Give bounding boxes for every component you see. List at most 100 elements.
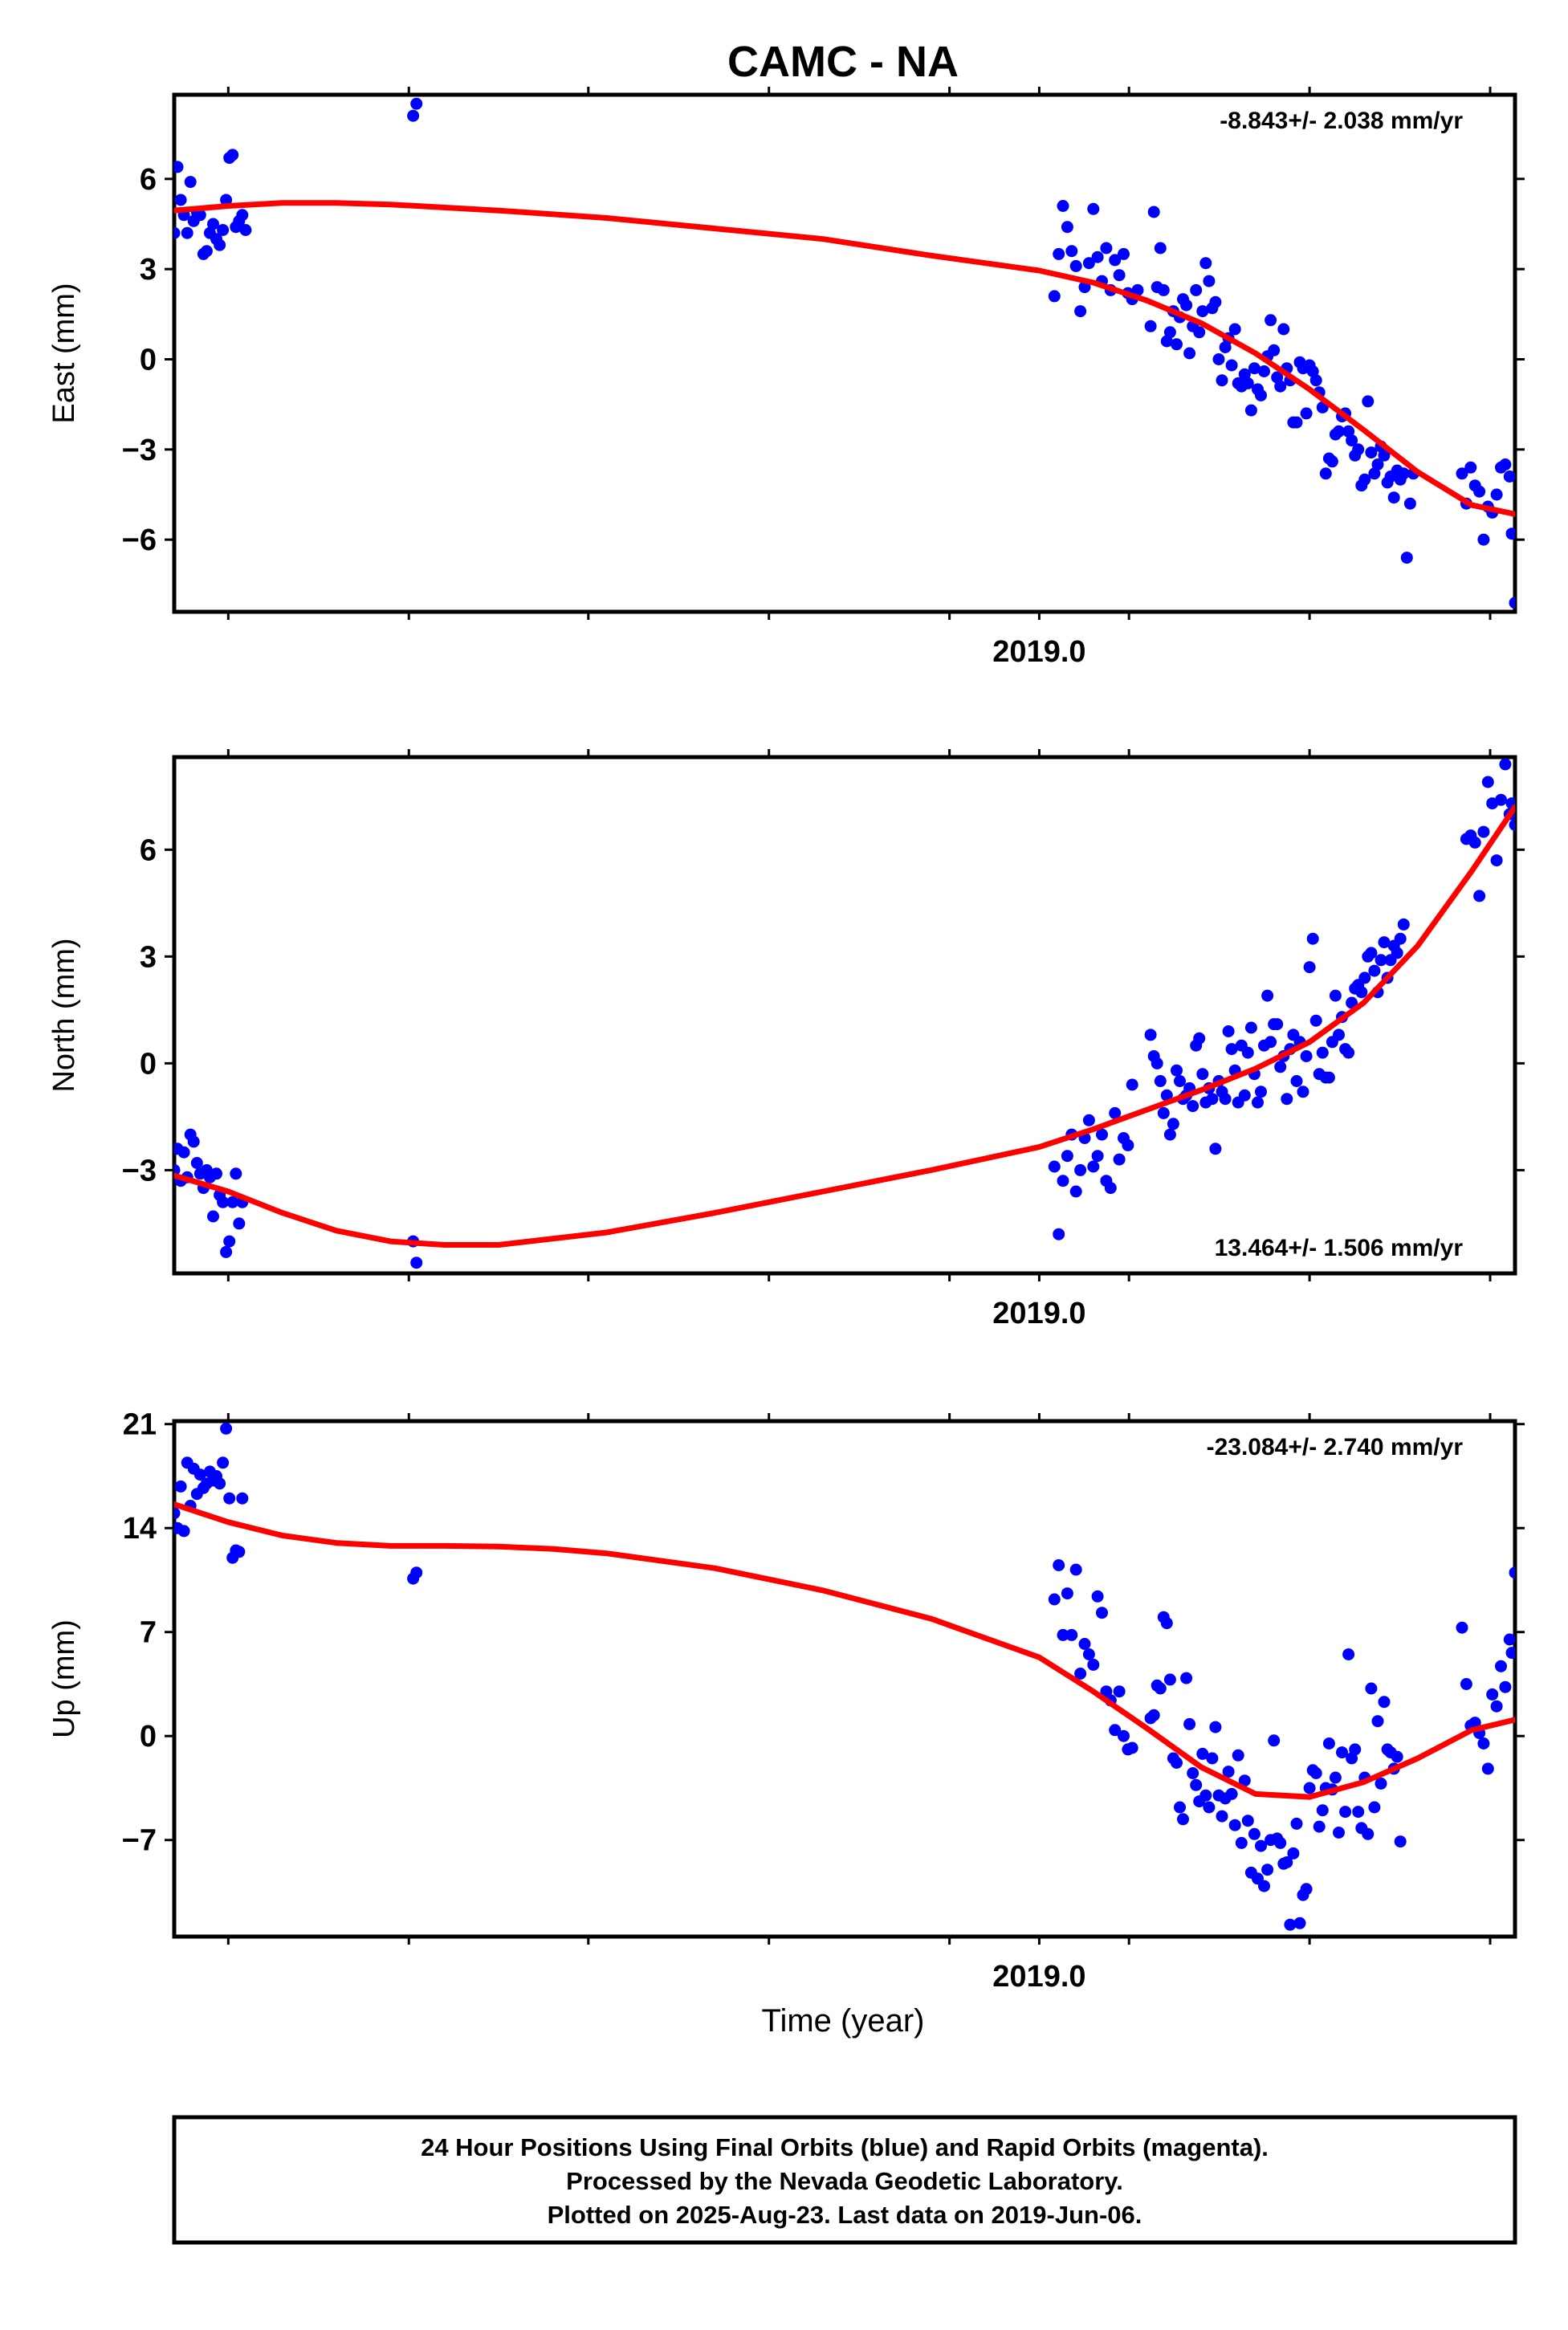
north-data-point — [1290, 1075, 1303, 1087]
east-ytick-label: −6 — [122, 523, 157, 557]
east-data-point — [193, 209, 206, 222]
north-data-point — [223, 1235, 236, 1248]
north-y-axis-label: North (mm) — [47, 938, 81, 1092]
north-plot-frame — [172, 755, 1517, 1276]
east-y-axis-label: East (mm) — [47, 283, 81, 423]
up-data-point — [1154, 1682, 1167, 1695]
up-rate-label: -23.084+/- 2.740 mm/yr — [1207, 1434, 1464, 1460]
north-data-point — [230, 1167, 242, 1180]
east-data-point — [239, 224, 252, 236]
north-data-point — [1281, 1093, 1293, 1106]
east-data-point — [174, 226, 181, 239]
up-data-point — [1505, 1647, 1515, 1660]
north-data-point — [1365, 947, 1378, 959]
east-data-point — [1400, 552, 1413, 564]
up-data-point — [1293, 1917, 1306, 1929]
east-rate-label: -8.843+/- 2.038 mm/yr — [1220, 108, 1463, 134]
up-data-point — [1078, 1638, 1091, 1650]
up-data-point — [1509, 1566, 1515, 1579]
north-data-point — [1091, 1150, 1104, 1163]
north-data-point — [177, 1146, 190, 1159]
east-data-point — [1255, 389, 1267, 401]
up-data-point — [1365, 1682, 1378, 1695]
up-data-point — [1222, 1766, 1235, 1778]
up-xtick-label: 2019.0 — [992, 1960, 1085, 1994]
up-data-point — [1235, 1836, 1248, 1849]
up-data-point — [1339, 1806, 1352, 1819]
east-data-point — [1319, 467, 1332, 480]
east-data-point — [1464, 461, 1477, 474]
up-data-point — [1241, 1815, 1254, 1827]
up-data-point — [1391, 1750, 1403, 1763]
north-data-point — [220, 1245, 233, 1258]
up-data-point — [1209, 1721, 1222, 1733]
east-data-point — [1368, 467, 1381, 480]
north-data-point — [1265, 1036, 1277, 1049]
caption-line-3: Plotted on 2025-Aug-23. Last data on 201… — [548, 2201, 1142, 2229]
north-data-point — [1057, 1175, 1069, 1187]
up-data-point — [1147, 1709, 1160, 1721]
east-data-point — [1371, 458, 1384, 470]
north-xtick-label: 2019.0 — [992, 1297, 1085, 1330]
up-data-point — [177, 1525, 190, 1538]
north-data-point — [1109, 1106, 1122, 1119]
north-data-point — [190, 1157, 203, 1169]
north-data-point — [1499, 758, 1512, 771]
north-data-point — [1244, 1021, 1257, 1034]
north-data-point — [1241, 1046, 1254, 1059]
east-data-point — [1131, 283, 1144, 296]
east-data-point — [1163, 326, 1176, 339]
east-data-point — [1225, 359, 1238, 372]
north-data-point — [1069, 1185, 1082, 1198]
up-data-point — [1375, 1777, 1387, 1790]
north-data-point — [1378, 936, 1391, 949]
up-plot-frame — [172, 1419, 1517, 1939]
east-data-point — [1183, 347, 1196, 360]
up-data-point — [1333, 1827, 1345, 1839]
east-ytick-label: 3 — [140, 253, 157, 287]
east-data-point — [181, 226, 193, 239]
up-data-point — [217, 1456, 230, 1469]
north-data-point — [1495, 793, 1507, 806]
north-data-point — [1322, 1071, 1335, 1084]
up-data-point — [1284, 1918, 1297, 1931]
east-data-point — [1509, 597, 1515, 609]
north-data-point — [1171, 1064, 1183, 1077]
up-data-point — [1048, 1593, 1061, 1606]
up-data-point — [1287, 1847, 1300, 1860]
up-data-point — [1394, 1835, 1407, 1848]
east-data-point — [1180, 299, 1193, 312]
up-data-point — [1180, 1672, 1193, 1684]
north-data-point — [1238, 1089, 1251, 1102]
east-data-point — [1057, 200, 1069, 212]
up-data-point — [174, 1480, 187, 1493]
east-ytick-label: 6 — [140, 163, 157, 197]
up-data-point — [1183, 1717, 1196, 1730]
north-data-point — [1126, 1078, 1138, 1091]
caption-frame — [172, 2115, 1517, 2245]
up-data-layer — [174, 1422, 1515, 1931]
east-data-point — [1268, 344, 1281, 356]
north-data-point — [1061, 1150, 1073, 1163]
up-data-point — [1349, 1743, 1362, 1756]
east-ytick-label: 0 — [140, 343, 157, 377]
up-data-point — [1322, 1737, 1335, 1750]
north-data-point — [210, 1167, 222, 1180]
panel-east: −6 −3 0 3 6 2019.0 East (mm) -8.843+/- 2.038 mm… — [47, 87, 1525, 669]
up-data-point — [1228, 1819, 1241, 1831]
up-data-point — [1163, 1673, 1176, 1686]
east-data-point — [1244, 404, 1257, 417]
east-data-point — [410, 97, 423, 110]
north-data-point — [217, 1196, 230, 1208]
up-data-point — [1109, 1724, 1122, 1737]
north-ytick-label: 3 — [140, 940, 157, 974]
up-ytick-label: 0 — [140, 1720, 157, 1754]
east-data-point — [1048, 290, 1061, 303]
east-data-point — [1503, 470, 1515, 483]
north-data-point — [1157, 1106, 1170, 1119]
north-data-point — [1481, 776, 1494, 788]
east-data-point — [1290, 416, 1303, 429]
north-data-point — [1274, 1061, 1287, 1073]
east-data-point — [1147, 206, 1160, 218]
north-data-point — [1222, 1025, 1235, 1037]
